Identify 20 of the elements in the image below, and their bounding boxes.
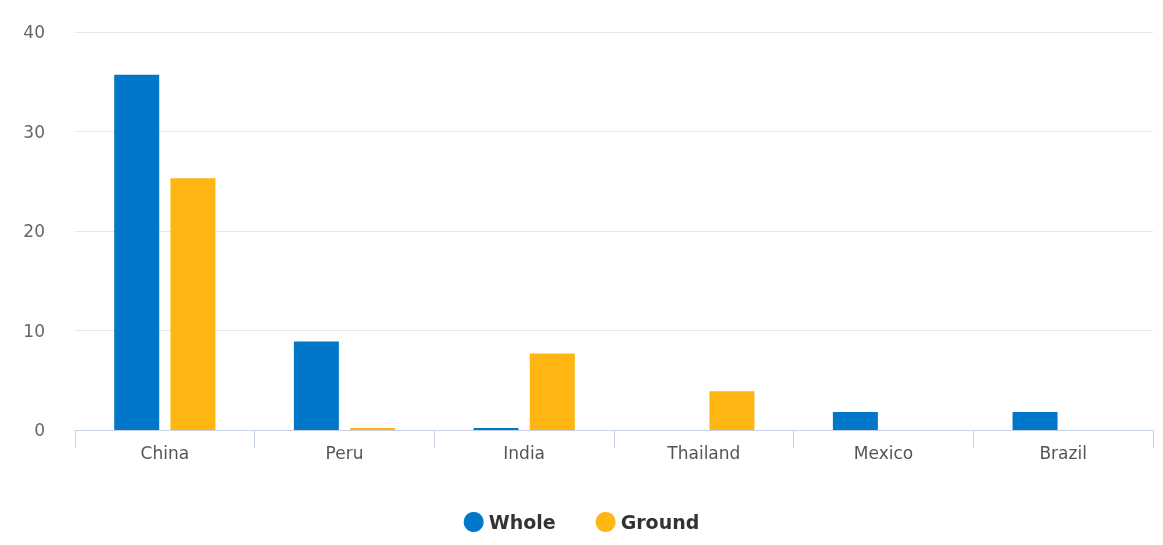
legend-label: Ground [620,511,700,533]
x-tick-label: Mexico [853,442,914,463]
x-tick-label: India [503,442,546,463]
y-tick-label: 10 [23,320,45,341]
bar [709,391,755,430]
bar [529,353,575,430]
x-tick-label: Brazil [1039,442,1087,463]
y-tick-label: 40 [23,22,45,42]
x-tick-label: China [140,442,190,463]
bar [832,412,878,430]
y-tick-label: 0 [34,420,45,440]
legend-label: Whole [488,511,556,533]
y-tick-label: 20 [23,221,45,241]
bar [114,74,160,430]
x-tick-label: Thailand [666,442,741,463]
y-tick-label: 30 [23,121,45,142]
bar [1012,412,1058,430]
bar [293,341,339,430]
bar [170,178,216,430]
x-tick-label: Peru [325,442,364,463]
